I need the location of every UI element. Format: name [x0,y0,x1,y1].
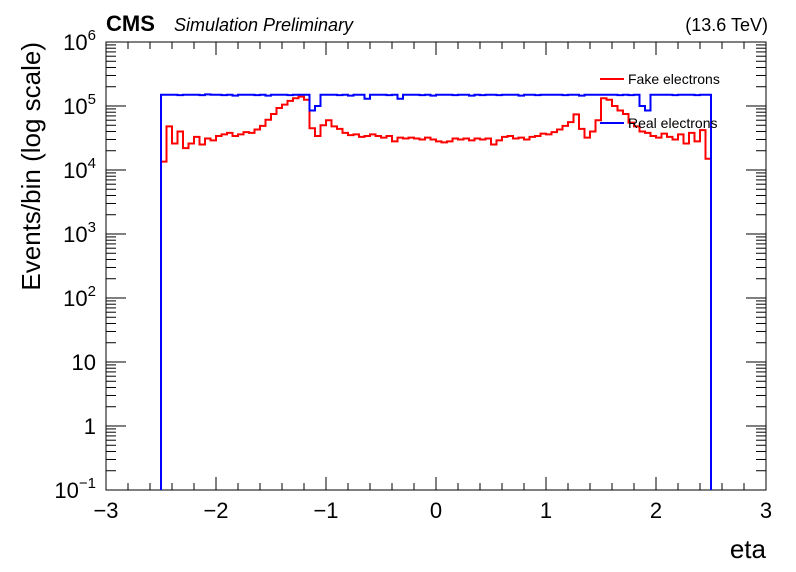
x-tick-label: −3 [93,498,118,523]
y-tick-label: 10 [72,350,96,375]
legend-label: Fake electrons [628,71,720,87]
x-tick-label: −2 [203,498,228,523]
legend-label: Real electrons [628,115,718,131]
y-tick-label: 104 [63,155,96,183]
x-tick-labels: −3 −2 −1 0 1 2 3 [93,498,772,523]
y-tick-labels: 10−1 1 10 102 103 104 105 106 [54,27,96,503]
x-tick-label: 0 [430,498,442,523]
y-tick-label: 105 [63,91,96,119]
legend: Fake electrons Real electrons [600,71,720,131]
y-tick-label: 10−1 [54,475,96,503]
y-tick-label: 102 [63,283,96,311]
energy-label: (13.6 TeV) [685,15,768,35]
x-tick-label: −1 [313,498,338,523]
y-axis-label: Events/bin (log scale) [16,42,46,291]
x-tick-label: 3 [760,498,772,523]
series-line-1 [160,93,712,490]
x-tick-label: 2 [650,498,662,523]
x-tick-label: 1 [540,498,552,523]
series-line-0 [160,95,712,490]
y-tick-label: 103 [63,219,96,247]
y-tick-label: 1 [84,414,96,439]
plot-frame [105,41,767,491]
x-axis-label: eta [730,534,767,564]
axis-ticks [105,41,767,491]
series-group [160,93,712,490]
y-tick-label: 106 [63,27,96,55]
cms-label: CMS [106,11,155,36]
simulation-label: Simulation Preliminary [174,15,354,35]
